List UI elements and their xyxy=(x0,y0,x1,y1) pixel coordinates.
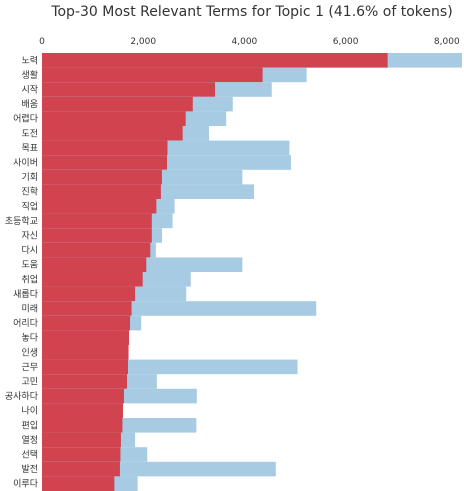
x-tick-label: 6,000 xyxy=(333,37,359,47)
term-label: 새롭다 xyxy=(13,289,39,300)
term-label: 미래 xyxy=(21,304,38,315)
chart-title: Top-30 Most Relevant Terms for Topic 1 (… xyxy=(51,4,453,20)
topic-bar xyxy=(42,388,124,404)
term-label: 이루다 xyxy=(13,479,39,490)
term-label: 고민 xyxy=(21,377,38,388)
term-label: 다시 xyxy=(21,245,38,256)
term-label: 도움 xyxy=(21,260,38,271)
term-label: 생활 xyxy=(21,69,38,81)
term-label: 어렵다 xyxy=(13,114,39,125)
term-label: 나이 xyxy=(21,406,38,417)
x-tick-label: 4,000 xyxy=(232,37,258,47)
term-label: 초등학교 xyxy=(5,216,38,227)
term-label: 자신 xyxy=(21,231,38,242)
term-label: 시작 xyxy=(21,85,38,96)
topic-bar xyxy=(42,432,121,448)
topic-bar xyxy=(42,213,152,229)
term-label: 직업 xyxy=(21,201,38,212)
topic-bar xyxy=(42,140,168,156)
topic-bar xyxy=(42,82,216,97)
term-label: 발전 xyxy=(21,464,38,475)
topic-bar xyxy=(42,301,132,316)
topic-bar xyxy=(42,67,263,83)
term-label: 인생 xyxy=(21,347,38,358)
x-tick-label: 2,000 xyxy=(130,37,156,47)
term-label: 놓다 xyxy=(21,333,38,344)
topic-bar xyxy=(42,286,136,302)
topic-bar xyxy=(42,169,162,185)
term-label: 편입 xyxy=(21,419,38,431)
term-label: 열정 xyxy=(21,435,38,446)
topic-bar xyxy=(42,359,129,375)
topic-bar xyxy=(42,242,151,258)
term-label: 도전 xyxy=(21,128,38,139)
x-tick-label: 0 xyxy=(39,37,45,47)
x-tick-label: 8,000 xyxy=(434,37,460,47)
topic-bar xyxy=(42,345,129,360)
topic-bar xyxy=(42,155,167,170)
term-label: 사이버 xyxy=(13,158,38,169)
term-label: 배움 xyxy=(21,99,38,110)
term-label: 공사하다 xyxy=(5,391,39,402)
topic-bar xyxy=(42,184,161,199)
topic-bar xyxy=(42,315,131,331)
topic-bar xyxy=(42,126,183,141)
topic-bar xyxy=(42,461,120,477)
topic-bar xyxy=(42,272,143,287)
term-label: 노력 xyxy=(21,54,38,66)
topic-bar xyxy=(42,53,388,68)
topic-bar xyxy=(42,96,193,112)
topic-bar xyxy=(42,111,186,126)
term-label: 진학 xyxy=(21,187,38,198)
term-label: 목표 xyxy=(21,143,38,154)
topic-bar xyxy=(42,228,152,243)
topic-bar xyxy=(42,374,128,389)
term-label: 기회 xyxy=(21,172,38,183)
topic-bar xyxy=(42,199,157,214)
topic-bar xyxy=(42,257,147,272)
topic-bar xyxy=(42,447,121,462)
topic-bar xyxy=(42,330,130,345)
term-label: 선택 xyxy=(21,450,38,461)
term-label: 어리다 xyxy=(13,318,39,329)
topic-bar xyxy=(42,403,123,418)
topic-bar xyxy=(42,418,123,433)
topic-bar xyxy=(42,476,115,491)
term-label: 취업 xyxy=(21,274,38,285)
term-label: 근무 xyxy=(21,362,38,373)
